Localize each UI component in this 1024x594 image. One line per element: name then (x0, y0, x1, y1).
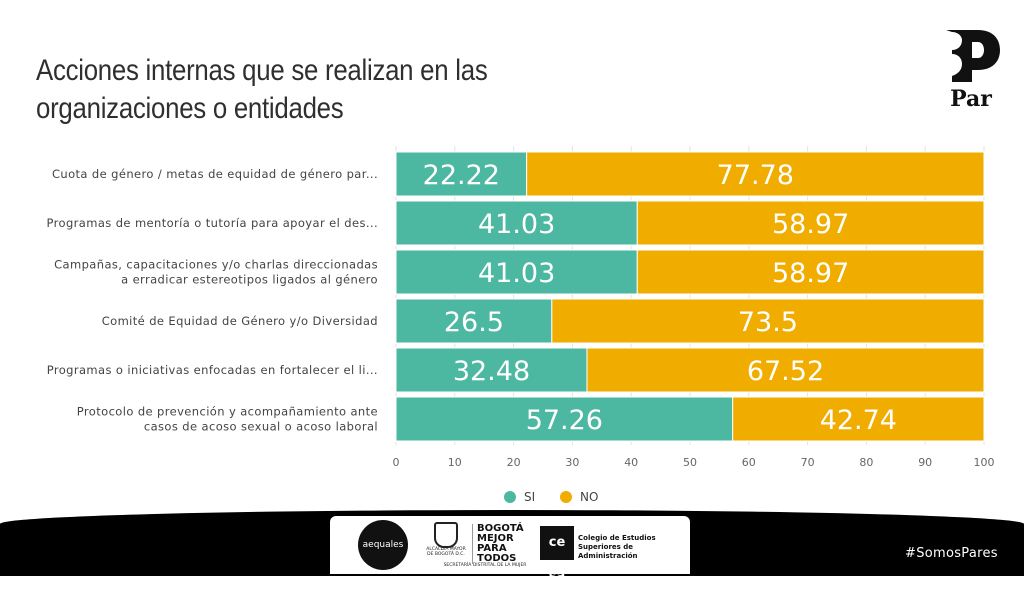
category-label: Protocolo de prevención y acompañamiento… (77, 405, 378, 434)
bar-no (732, 396, 985, 442)
stacked-bar-chart: Cuota de género / metas de equidad de gé… (47, 146, 995, 504)
legend-marker-no (560, 491, 572, 503)
data-label-no: 58.97 (772, 258, 849, 289)
bar-si (395, 298, 553, 344)
category-label: Comité de Equidad de Género y/o Diversid… (102, 314, 378, 328)
par-logo: Par (940, 28, 1002, 114)
data-label-no: 77.78 (717, 160, 794, 191)
slide-title: Acciones internas que se realizan en las… (36, 54, 488, 125)
bar-si (395, 151, 528, 197)
x-tick-label: 20 (507, 456, 521, 469)
legend-marker-si (504, 491, 516, 503)
secretaria-text: SECRETARÍA DISTRITAL DE LA MUJER (443, 563, 527, 568)
category-label: Cuota de género / metas de equidad de gé… (52, 167, 378, 181)
data-label-no: 42.74 (820, 405, 897, 436)
legend-label-no: NO (580, 490, 598, 504)
bar-no (586, 347, 985, 393)
cesa-name: Colegio de Estudios Superiores de Admini… (578, 534, 656, 560)
bar-no (551, 298, 985, 344)
x-tick-label: 50 (683, 456, 697, 469)
cesa-logo-icon: ce sa (540, 526, 574, 584)
category-label: Campañas, capacitaciones y/o charlas dir… (54, 258, 378, 287)
data-label-no: 58.97 (772, 209, 849, 240)
bar-si (395, 396, 734, 442)
aequales-logo: aequales (358, 520, 408, 570)
bar-no (636, 249, 985, 295)
category-label: Programas de mentoría o tutoría para apo… (47, 216, 379, 230)
data-label-si: 32.48 (453, 356, 530, 387)
bar-si (395, 347, 588, 393)
bogota-logo: BOGOTÁ MEJOR PARA TODOS (472, 524, 537, 564)
x-tick-label: 10 (448, 456, 462, 469)
alcaldia-crest-icon (434, 522, 458, 548)
bar-si (395, 200, 638, 246)
bar-no (636, 200, 985, 246)
bar-si (395, 249, 638, 295)
data-label-no: 67.52 (747, 356, 824, 387)
data-label-si: 26.5 (444, 307, 504, 338)
x-tick-label: 100 (974, 456, 995, 469)
x-tick-label: 30 (565, 456, 579, 469)
x-tick-label: 70 (801, 456, 815, 469)
x-tick-label: 80 (859, 456, 873, 469)
data-label-si: 22.22 (423, 160, 500, 191)
legend-label-si: SI (524, 490, 535, 504)
x-tick-label: 0 (393, 456, 400, 469)
alcaldia-text: ALCALDÍA MAYOR DE BOGOTÁ D.C. (426, 547, 466, 557)
category-label: Programas o iniciativas enfocadas en for… (47, 363, 378, 377)
data-label-si: 57.26 (526, 405, 603, 436)
hashtag: #SomosPares (905, 546, 998, 561)
par-logo-icon (946, 30, 1000, 82)
x-tick-label: 60 (742, 456, 756, 469)
data-label-si: 41.03 (478, 209, 555, 240)
x-tick-label: 40 (624, 456, 638, 469)
data-label-no: 73.5 (738, 307, 798, 338)
par-logo-text: Par (950, 86, 992, 112)
x-tick-label: 90 (918, 456, 932, 469)
bar-no (526, 151, 985, 197)
data-label-si: 41.03 (478, 258, 555, 289)
